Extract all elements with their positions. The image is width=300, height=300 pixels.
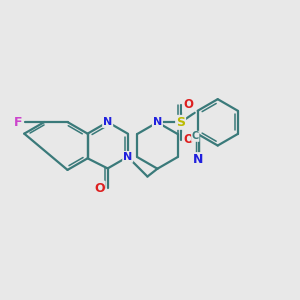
Text: O: O [94,182,105,195]
Text: N: N [103,117,112,127]
Text: N: N [123,152,132,162]
Text: O: O [183,133,193,146]
Text: O: O [183,98,193,112]
Text: C: C [192,131,199,141]
Text: N: N [192,153,203,166]
Text: N: N [153,117,162,128]
Text: F: F [14,116,22,129]
Text: S: S [176,116,185,129]
